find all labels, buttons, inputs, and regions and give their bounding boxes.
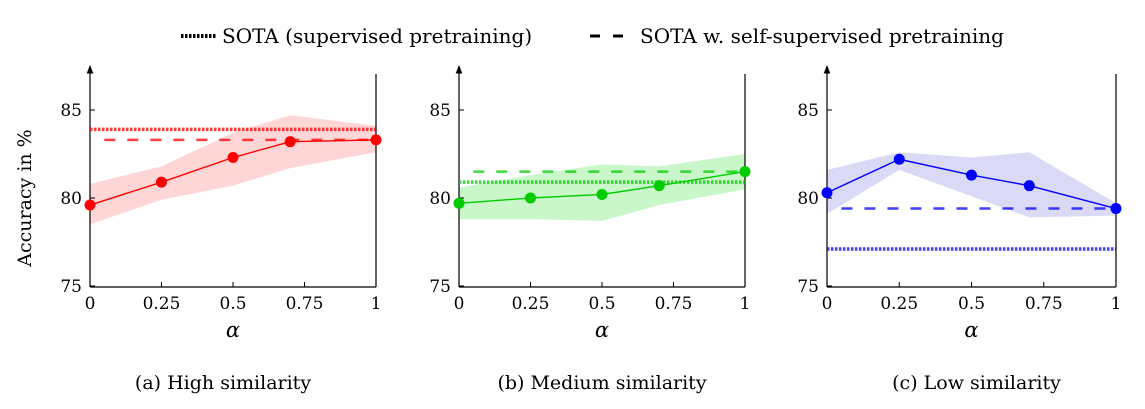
x-tick-label: 0 [454,294,465,314]
confidence-band [827,152,1116,218]
x-axis-label: α [964,318,978,342]
data-point [227,152,239,164]
data-point [893,153,905,165]
data-point [525,192,536,204]
legend-sota-supervised-label: SOTA (supervised pretraining) [222,24,532,48]
data-point [284,136,296,148]
chart-panel-1: 75 80 85 0 0.25 0.5 0.75 1 α Accuracy in % (a) Hig… [14,65,382,394]
panel-caption: (c) Low similarity [892,372,1061,394]
data-point [739,166,751,178]
x-axis-label: α [595,318,609,342]
y-tick-label: 85 [429,101,451,121]
data-point [1023,180,1035,192]
data-point [453,197,465,209]
panel-caption: (b) Medium similarity [497,372,706,394]
chart-panel-2: 75 80 85 0 0.25 0.5 0.75 1 α (b) Medium similarit… [429,65,751,394]
x-tick-label: 0.75 [286,294,324,314]
data-point [84,199,96,211]
panels: 75 80 85 0 0.25 0.5 0.75 1 α Accuracy in % (a) Hig… [14,65,1122,394]
chart-panel-3: 75 80 85 0 0.25 0.5 0.75 1 α (c) Low similarity [797,65,1122,394]
x-tick-label: 1 [740,294,751,314]
x-tick-label: 0.75 [655,294,693,314]
x-tick-label: 0 [822,294,833,314]
data-point [1110,203,1122,215]
confidence-band [90,115,376,225]
data-point [653,180,665,192]
x-tick-label: 0.5 [958,294,985,314]
y-tick-label: 80 [797,189,819,209]
data-point [156,176,167,188]
y-tick-label: 75 [60,277,82,297]
panel-caption: (a) High similarity [135,372,311,394]
data-point [370,134,382,146]
x-tick-label: 0.75 [1025,294,1063,314]
x-tick-label: 0.5 [588,294,615,314]
legend: SOTA (supervised pretraining) SOTA w. se… [181,24,1004,48]
x-tick-label: 0 [85,294,96,314]
y-tick-label: 80 [60,189,82,209]
x-axis-label: α [226,318,240,342]
x-tick-label: 0.25 [512,294,550,314]
y-tick-label: 75 [797,277,819,297]
x-tick-label: 0.25 [143,294,181,314]
data-point [821,187,833,199]
y-axis-label: Accuracy in % [14,129,36,267]
x-tick-label: 1 [371,294,382,314]
x-tick-label: 1 [1111,294,1122,314]
data-point [966,169,977,181]
confidence-band [459,154,745,221]
data-point [596,188,608,200]
x-tick-label: 0.5 [219,294,246,314]
y-tick-label: 85 [797,101,819,121]
y-tick-label: 85 [60,101,82,121]
legend-sota-selfsup-label: SOTA w. self-supervised pretraining [640,24,1004,48]
y-tick-label: 75 [429,277,451,297]
x-tick-label: 0.25 [880,294,918,314]
y-tick-label: 80 [429,189,451,209]
